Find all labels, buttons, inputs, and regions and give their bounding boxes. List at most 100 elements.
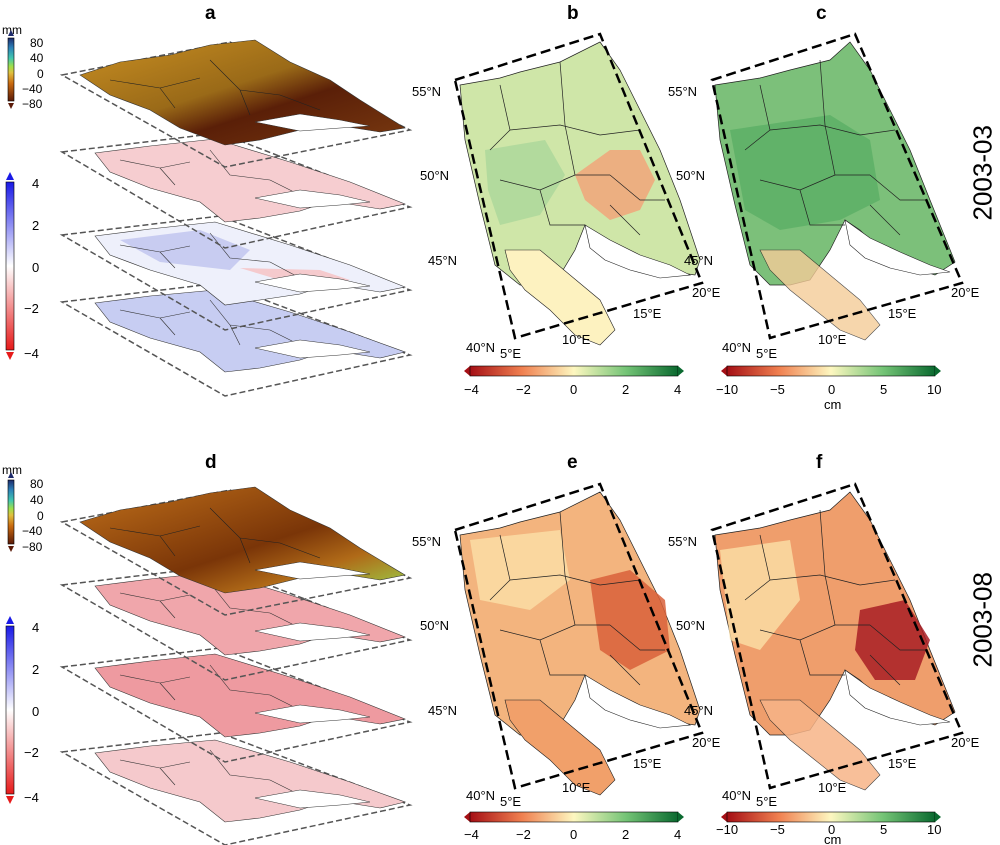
map-e-lon-15: 15°E	[633, 756, 662, 771]
map-b-anomaly-2	[485, 140, 565, 225]
colorbar-e: −4 −2 0 2 4	[464, 811, 684, 842]
map-e-lon-5: 5°E	[500, 794, 521, 809]
stack-layer-2-frame	[59, 132, 413, 249]
colorbar-f-tick-1: −5	[770, 822, 785, 837]
map-f-lat-50: 50°N	[676, 618, 705, 633]
map-b-lon-20: 20°E	[692, 285, 721, 300]
map-f-sea	[844, 669, 951, 726]
map-b-frame	[453, 32, 704, 340]
map-b-lat-55: 55°N	[412, 84, 441, 99]
stack-layer-4-sea	[254, 339, 371, 359]
map-f-light	[720, 540, 800, 650]
stack-d-layer-1-borders	[109, 507, 321, 564]
map-f-lon-15: 15°E	[888, 756, 917, 771]
stack-2003-08	[59, 486, 413, 845]
map-e-dark	[590, 570, 670, 670]
stack-colorbar-unit-d: mm	[2, 463, 22, 477]
map-c-anomaly	[730, 115, 880, 230]
map-panel-b: 55°N 50°N 45°N 40°N 5°E 10°E 15°E 20°E	[412, 32, 721, 361]
map-c-frame	[710, 32, 964, 340]
stack-layer-2-sea	[254, 189, 371, 209]
map-f-lon-10: 10°E	[818, 780, 847, 795]
map-c-lat-50: 50°N	[676, 168, 705, 183]
map-panel-f: 55°N 50°N 45°N 40°N 5°E 10°E 15°E 20°E	[668, 482, 980, 809]
stack-tick-d-1: 40	[30, 493, 44, 507]
map-b-lat-45: 45°N	[428, 253, 457, 268]
map-e-light	[470, 530, 570, 610]
map-c-lat-40: 40°N	[722, 340, 751, 355]
colorbar-b-tick-4: 4	[674, 382, 681, 397]
stack-layer-3-anomaly	[120, 230, 250, 270]
stack-d-layer-3-map	[94, 653, 407, 738]
map-c-sea	[844, 219, 951, 276]
colorbar-f: −10 −5 0 5 10 cm	[716, 811, 941, 845]
map-b-south	[504, 249, 616, 346]
colorbar-f-tick-3: 5	[880, 822, 887, 837]
colorbar-e-tick-2: 0	[570, 827, 577, 842]
colorbar-b-tick-3: 2	[622, 382, 629, 397]
stack-tick-d-2: 0	[37, 509, 44, 523]
map-b-lon-5: 5°E	[500, 346, 521, 361]
map-e-lat-40: 40°N	[466, 788, 495, 803]
layer-tick-a-3: −2	[24, 301, 39, 316]
layer-tick-d-4: −4	[24, 790, 39, 805]
colorbar-e-tick-4: 4	[674, 827, 681, 842]
stack-layer-4-borders	[119, 299, 301, 346]
layer-tick-a-1: 2	[32, 218, 39, 233]
colorbar-c-tick-3: 5	[880, 382, 887, 397]
stack-tick-d-3: −40	[22, 524, 43, 538]
map-e-lon-20: 20°E	[692, 735, 721, 750]
stack-layer-3-map	[94, 221, 407, 306]
map-f-lon-20: 20°E	[951, 735, 980, 750]
map-b-borders	[489, 61, 665, 236]
stack-d-layer-1-sea	[254, 561, 371, 580]
map-e-frame	[453, 482, 704, 790]
colorbar-c-unit: cm	[824, 397, 841, 412]
map-e-sea	[584, 674, 692, 729]
stack-d-layer-2-borders	[119, 582, 301, 629]
stack-d-layer-4-borders	[119, 749, 301, 796]
stack-d-layer-2-frame	[59, 565, 413, 681]
layer-colorbar-d: 4 2 0 −2 −4	[5, 616, 39, 805]
colorbar-c-tick-0: −10	[716, 382, 738, 397]
panel-letter-f: f	[816, 452, 823, 473]
stack-tick-a-1: 40	[30, 51, 44, 65]
map-f-borders	[744, 509, 925, 686]
layer-tick-d-3: −2	[24, 745, 39, 760]
map-e-lat-50: 50°N	[420, 618, 449, 633]
colorbar-b: −4 −2 0 2 4	[464, 365, 684, 397]
map-b-lat-50: 50°N	[420, 168, 449, 183]
colorbar-b-tick-2: 0	[570, 382, 577, 397]
map-c-south	[759, 249, 881, 341]
map-f-lat-40: 40°N	[722, 788, 751, 803]
map-e-lat-55: 55°N	[412, 534, 441, 549]
stack-layer-4-frame	[59, 282, 413, 397]
stack-d-layer-3-sea	[254, 704, 371, 724]
panel-letter-b: b	[567, 3, 579, 24]
colorbar-e-tick-0: −4	[464, 827, 479, 842]
map-c-borders	[744, 59, 925, 236]
stack-2003-03	[59, 39, 413, 397]
stack-d-layer-1-frame	[59, 489, 413, 616]
colorbar-f-tick-4: 10	[927, 822, 941, 837]
stack-d-layer-3-borders	[119, 664, 301, 711]
stack-layer-1-map	[79, 39, 406, 146]
map-f-lon-5: 5°E	[756, 794, 777, 809]
panel-letter-c: c	[816, 3, 827, 24]
stack-tick-d-4: −80	[22, 540, 43, 554]
stack-layer-1-borders	[109, 59, 321, 116]
stack-d-layer-2-sea	[254, 622, 371, 642]
stack-layer-3-borders	[119, 232, 301, 279]
stack-colorbar-unit-a: mm	[2, 23, 22, 37]
stack-d-layer-4-map	[94, 739, 407, 823]
map-b-anomaly	[575, 150, 655, 220]
map-f-south	[759, 699, 881, 791]
stack-colorbar-top-d: mm 80 40 0 −40 −80	[2, 463, 44, 554]
layer-colorbar-a: 4 2 0 −2 −4	[5, 172, 39, 361]
stack-layer-1-frame	[59, 41, 413, 168]
map-c-lat-45: 45°N	[684, 253, 713, 268]
panel-letter-e: e	[567, 452, 578, 473]
colorbar-b-tick-0: −4	[464, 382, 479, 397]
map-c-lat-55: 55°N	[668, 84, 697, 99]
